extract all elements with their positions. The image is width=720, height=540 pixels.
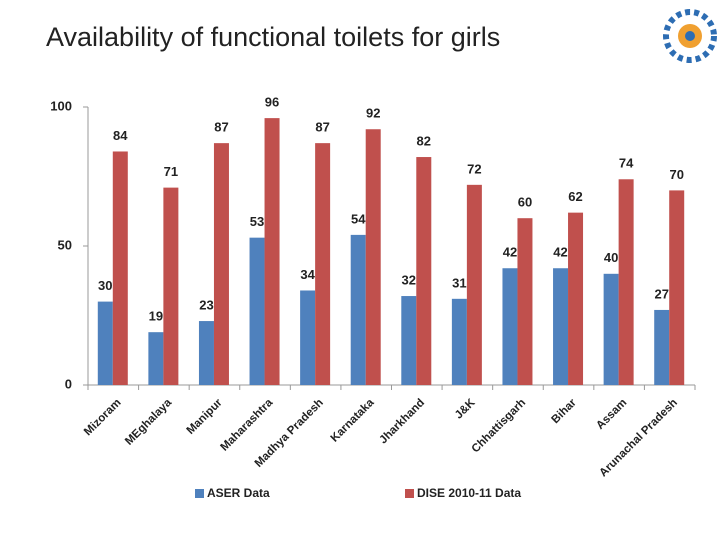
bar — [669, 190, 685, 385]
bar — [451, 298, 467, 385]
y-tick-label: 50 — [58, 237, 72, 252]
bar — [553, 268, 569, 385]
bar — [97, 301, 113, 385]
value-label: 40 — [604, 250, 618, 265]
legend-label: ASER Data — [207, 486, 270, 500]
bar — [568, 212, 584, 385]
value-label: 42 — [553, 245, 567, 260]
y-tick-label: 0 — [65, 376, 72, 391]
value-label: 34 — [300, 267, 315, 282]
value-label: 62 — [568, 189, 582, 204]
value-label: 54 — [351, 211, 366, 226]
x-tick-label: Assam — [594, 397, 629, 432]
bar — [365, 129, 381, 385]
x-tick-label: Karnataka — [329, 396, 377, 444]
bar — [163, 187, 179, 385]
bar — [654, 309, 670, 385]
value-label: 27 — [654, 286, 668, 301]
value-label: 87 — [214, 120, 228, 135]
x-tick-label: Jharkhand — [377, 397, 427, 447]
legend-swatch — [405, 489, 414, 498]
legend-swatch — [195, 489, 204, 498]
bar — [264, 118, 280, 386]
x-tick-label: MEghalaya — [123, 396, 174, 447]
bar — [502, 268, 518, 385]
x-tick-label: Bihar — [550, 396, 580, 426]
x-tick-label: Maharashtra — [218, 396, 275, 453]
bar — [350, 234, 366, 385]
x-tick-label: Mizoram — [82, 397, 123, 438]
bar — [416, 157, 432, 385]
value-label: 87 — [315, 120, 329, 135]
bar — [401, 296, 417, 385]
bar — [300, 290, 316, 385]
bar — [112, 151, 128, 385]
value-label: 31 — [452, 275, 466, 290]
value-label: 71 — [164, 164, 178, 179]
bar — [517, 218, 533, 385]
bar — [466, 184, 482, 385]
chart-title: Availability of functional toilets for g… — [46, 22, 500, 52]
logo — [663, 9, 717, 63]
value-label: 84 — [113, 128, 128, 143]
value-label: 92 — [366, 106, 380, 121]
value-label: 42 — [503, 245, 517, 260]
value-label: 72 — [467, 161, 481, 176]
legend-label: DISE 2010-11 Data — [417, 486, 521, 500]
value-label: 32 — [402, 272, 416, 287]
x-tick-label: Chhattisgarh — [470, 397, 529, 456]
bar — [213, 143, 229, 385]
x-tick-label: J&K — [453, 396, 478, 421]
value-label: 23 — [199, 297, 213, 312]
value-label: 60 — [518, 195, 532, 210]
value-label: 30 — [98, 278, 112, 293]
value-label: 70 — [669, 167, 683, 182]
x-tick-label: Manipur — [185, 396, 225, 436]
value-label: 82 — [417, 133, 431, 148]
bar — [249, 237, 265, 385]
y-tick-label: 100 — [50, 98, 72, 113]
bar — [198, 321, 214, 385]
bar — [315, 143, 331, 385]
value-label: 74 — [619, 156, 634, 171]
bar — [618, 179, 634, 385]
bar — [148, 332, 164, 385]
value-label: 53 — [250, 214, 264, 229]
bar — [603, 273, 619, 385]
value-label: 96 — [265, 95, 279, 110]
value-label: 19 — [149, 309, 163, 324]
